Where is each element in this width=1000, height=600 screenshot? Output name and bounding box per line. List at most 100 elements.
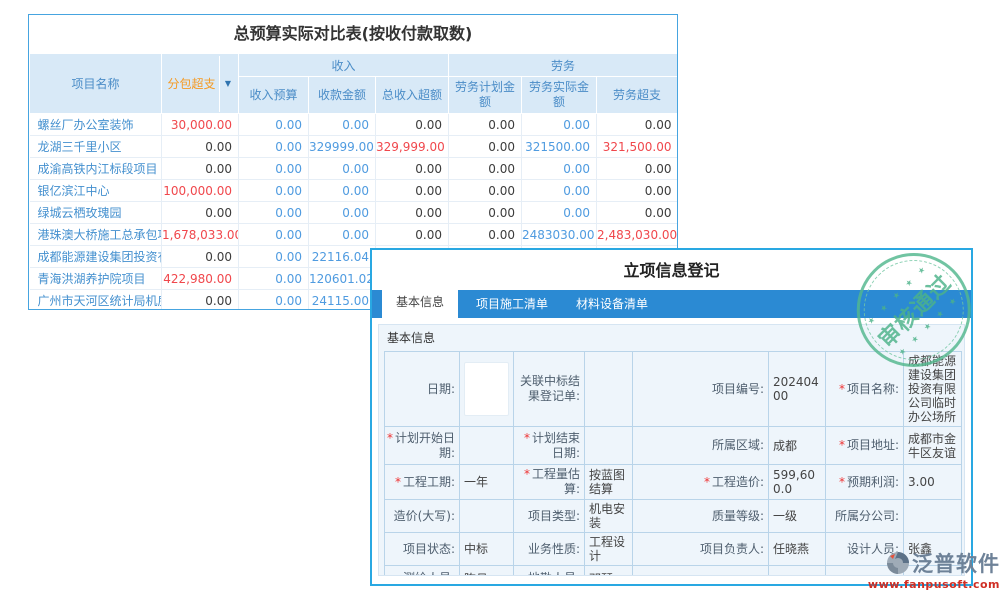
sub-header-row: 收入预算 收款金额 总收入超额 劳务计划金额 劳务实际金额 劳务超支 (30, 76, 677, 114)
amount-cell: 120601.02 (308, 267, 376, 290)
required-marker: * (523, 430, 530, 445)
tab-basic-info[interactable]: 基本信息 (382, 286, 459, 318)
amount-cell: 0.00 (238, 223, 309, 246)
field-label: 项目状态: (384, 532, 460, 566)
amount-cell: 0.00 (448, 179, 522, 202)
field-value[interactable] (459, 499, 514, 533)
field-value[interactable]: 3.00 (903, 464, 962, 500)
required-marker: * (394, 474, 401, 489)
amount-cell: 0.00 (448, 113, 522, 136)
field-label: 质量等级: (632, 499, 769, 533)
basic-info-panel: 基本信息 日期: 关联中标结果登记单: 项目编号: 20240400 * 项目名称: 成都能… (378, 324, 965, 576)
field-value[interactable]: 按蓝图结算 (584, 464, 633, 500)
col-header-income-excess: 总收入超额 (375, 76, 449, 114)
field-value[interactable]: 机电安装 (584, 499, 633, 533)
field-value[interactable]: 成都 (768, 426, 826, 465)
date-input-cell[interactable] (459, 351, 514, 427)
field-value[interactable]: 中标 (459, 532, 514, 566)
project-registration-window: 立项信息登记 基本信息 项目施工清单 材料设备清单 基本信息 日期: 关联中标结果… (370, 248, 973, 586)
fanpu-logo: 泛普软件 www.fanpusoft.com (862, 548, 1000, 591)
amount-cell: 329,999.00 (375, 135, 449, 158)
field-value[interactable] (584, 351, 633, 427)
date-input[interactable] (464, 362, 509, 416)
amount-cell: 24115.00 (308, 289, 376, 309)
field-label: 业务性质: (513, 532, 585, 566)
field-value[interactable]: 一级 (768, 499, 826, 533)
amount-cell: 2483030.00 (521, 223, 597, 246)
section-label-basic-info: 基本信息 (387, 331, 436, 345)
project-name-link[interactable]: 成渝高铁内江标段项目 (29, 157, 162, 180)
field-value[interactable]: 599,600.0 (768, 464, 826, 500)
field-label: 所属分公司: (825, 499, 904, 533)
form-tab-bar: 基本信息 项目施工清单 材料设备清单 (372, 286, 971, 318)
amount-cell: 0.00 (521, 201, 597, 224)
field-value[interactable] (584, 426, 633, 465)
required-marker: * (838, 474, 845, 489)
amount-cell: 0.00 (596, 179, 677, 202)
field-value[interactable]: 任晓燕 (768, 532, 826, 566)
amount-cell: 0.00 (448, 135, 522, 158)
field-value[interactable]: 一年 (459, 464, 514, 500)
field-label: * 工程工期: (384, 464, 460, 500)
field-label: * 工程量估算: (513, 464, 585, 500)
project-name-link[interactable]: 银亿滨江中心 (29, 179, 162, 202)
tab-material-equipment-list[interactable]: 材料设备清单 (576, 297, 649, 311)
group-header-income: 收入 (238, 53, 449, 77)
amount-cell: 0.00 (161, 157, 239, 180)
amount-cell: 0.00 (161, 289, 239, 309)
field-value[interactable] (459, 426, 514, 465)
project-name-link[interactable]: 港珠澳大桥施工总承包项目 (29, 223, 162, 246)
amount-cell: 0.00 (448, 201, 522, 224)
amount-cell: 0.00 (375, 179, 449, 202)
amount-cell: 0.00 (308, 223, 376, 246)
amount-cell: 0.00 (375, 113, 449, 136)
amount-cell: 0.00 (375, 223, 449, 246)
comparison-table-row: 螺丝厂办公室装饰 30,000.00 0.00 0.00 0.00 0.00 0.00 0.0… (29, 113, 677, 136)
amount-cell: 0.00 (238, 289, 309, 309)
form-field-row: 测绘人员:陈丹地勘人员:邓琴 (384, 565, 962, 575)
project-name-link[interactable]: 螺丝厂办公室装饰 (29, 113, 162, 136)
comparison-table-row: 港珠澳大桥施工总承包项目1,678,033.000.000.000.000.00… (29, 223, 677, 246)
field-value[interactable]: 20240400 (768, 351, 826, 427)
field-label: * 计划结束日期: (513, 426, 585, 465)
amount-cell: 0.00 (448, 223, 522, 246)
amount-cell: 100,000.00 (161, 179, 239, 202)
amount-cell: 0.00 (238, 157, 309, 180)
amount-cell: 329999.00 (308, 135, 376, 158)
field-value[interactable] (903, 499, 962, 533)
field-value[interactable]: 工程设计 (584, 532, 633, 566)
basic-info-fields-body: 日期: 关联中标结果登记单: 项目编号: 20240400 * 项目名称: 成都能源建设集团… (384, 351, 962, 575)
field-value[interactable]: 成都市金牛区友谊 (903, 426, 962, 465)
amount-cell: 0.00 (238, 179, 309, 202)
amount-cell: 0.00 (161, 201, 239, 224)
field-value[interactable]: 陈丹 (459, 565, 514, 575)
comparison-table-row: 龙湖三千里小区 0.00 0.00 329999.00 329,999.00 0.00 32… (29, 135, 677, 158)
amount-cell: 22116.04 (308, 245, 376, 268)
col-header-subcontract: 分包超支 ▼ (161, 53, 239, 114)
amount-cell: 2,483,030.00 (596, 223, 677, 246)
field-label: * 项目地址: (825, 426, 904, 465)
field-label: * 项目名称: (825, 351, 904, 427)
amount-cell: 0.00 (161, 245, 239, 268)
field-value[interactable]: 邓琴 (584, 565, 633, 575)
field-label: 测绘人员: (384, 565, 460, 575)
amount-cell: 0.00 (238, 201, 309, 224)
project-name-link[interactable]: 绿城云栖玫瑰园 (29, 201, 162, 224)
project-name-link[interactable]: 龙湖三千里小区 (29, 135, 162, 158)
project-name-link[interactable]: 成都能源建设集团投资有限公司 (29, 245, 162, 268)
comparison-table-body: 螺丝厂办公室装饰 30,000.00 0.00 0.00 0.00 0.00 0.00 0.0… (29, 113, 677, 309)
project-name-link[interactable]: 广州市天河区统计局机房改造 (29, 289, 162, 309)
amount-cell: 321,500.00 (596, 135, 677, 158)
comparison-table-row: 绿城云栖玫瑰园 0.00 0.00 0.00 0.00 0.00 0.00 0.00 (29, 201, 677, 224)
tab-construction-list[interactable]: 项目施工清单 (476, 297, 549, 311)
required-marker: * (703, 474, 710, 489)
sort-arrow-icon[interactable]: ▼ (219, 55, 236, 112)
project-name-link[interactable]: 青海洪湖养护院项目 (29, 267, 162, 290)
amount-cell: 0.00 (375, 157, 449, 180)
field-value[interactable]: 成都能源建设集团投资有限公司临时办公场所 (903, 351, 962, 427)
field-label: 日期: (384, 351, 460, 427)
col-header-income-budget: 收入预算 (238, 76, 309, 114)
col-header-labor-planned: 劳务计划金额 (448, 76, 522, 114)
field-label: 项目类型: (513, 499, 585, 533)
